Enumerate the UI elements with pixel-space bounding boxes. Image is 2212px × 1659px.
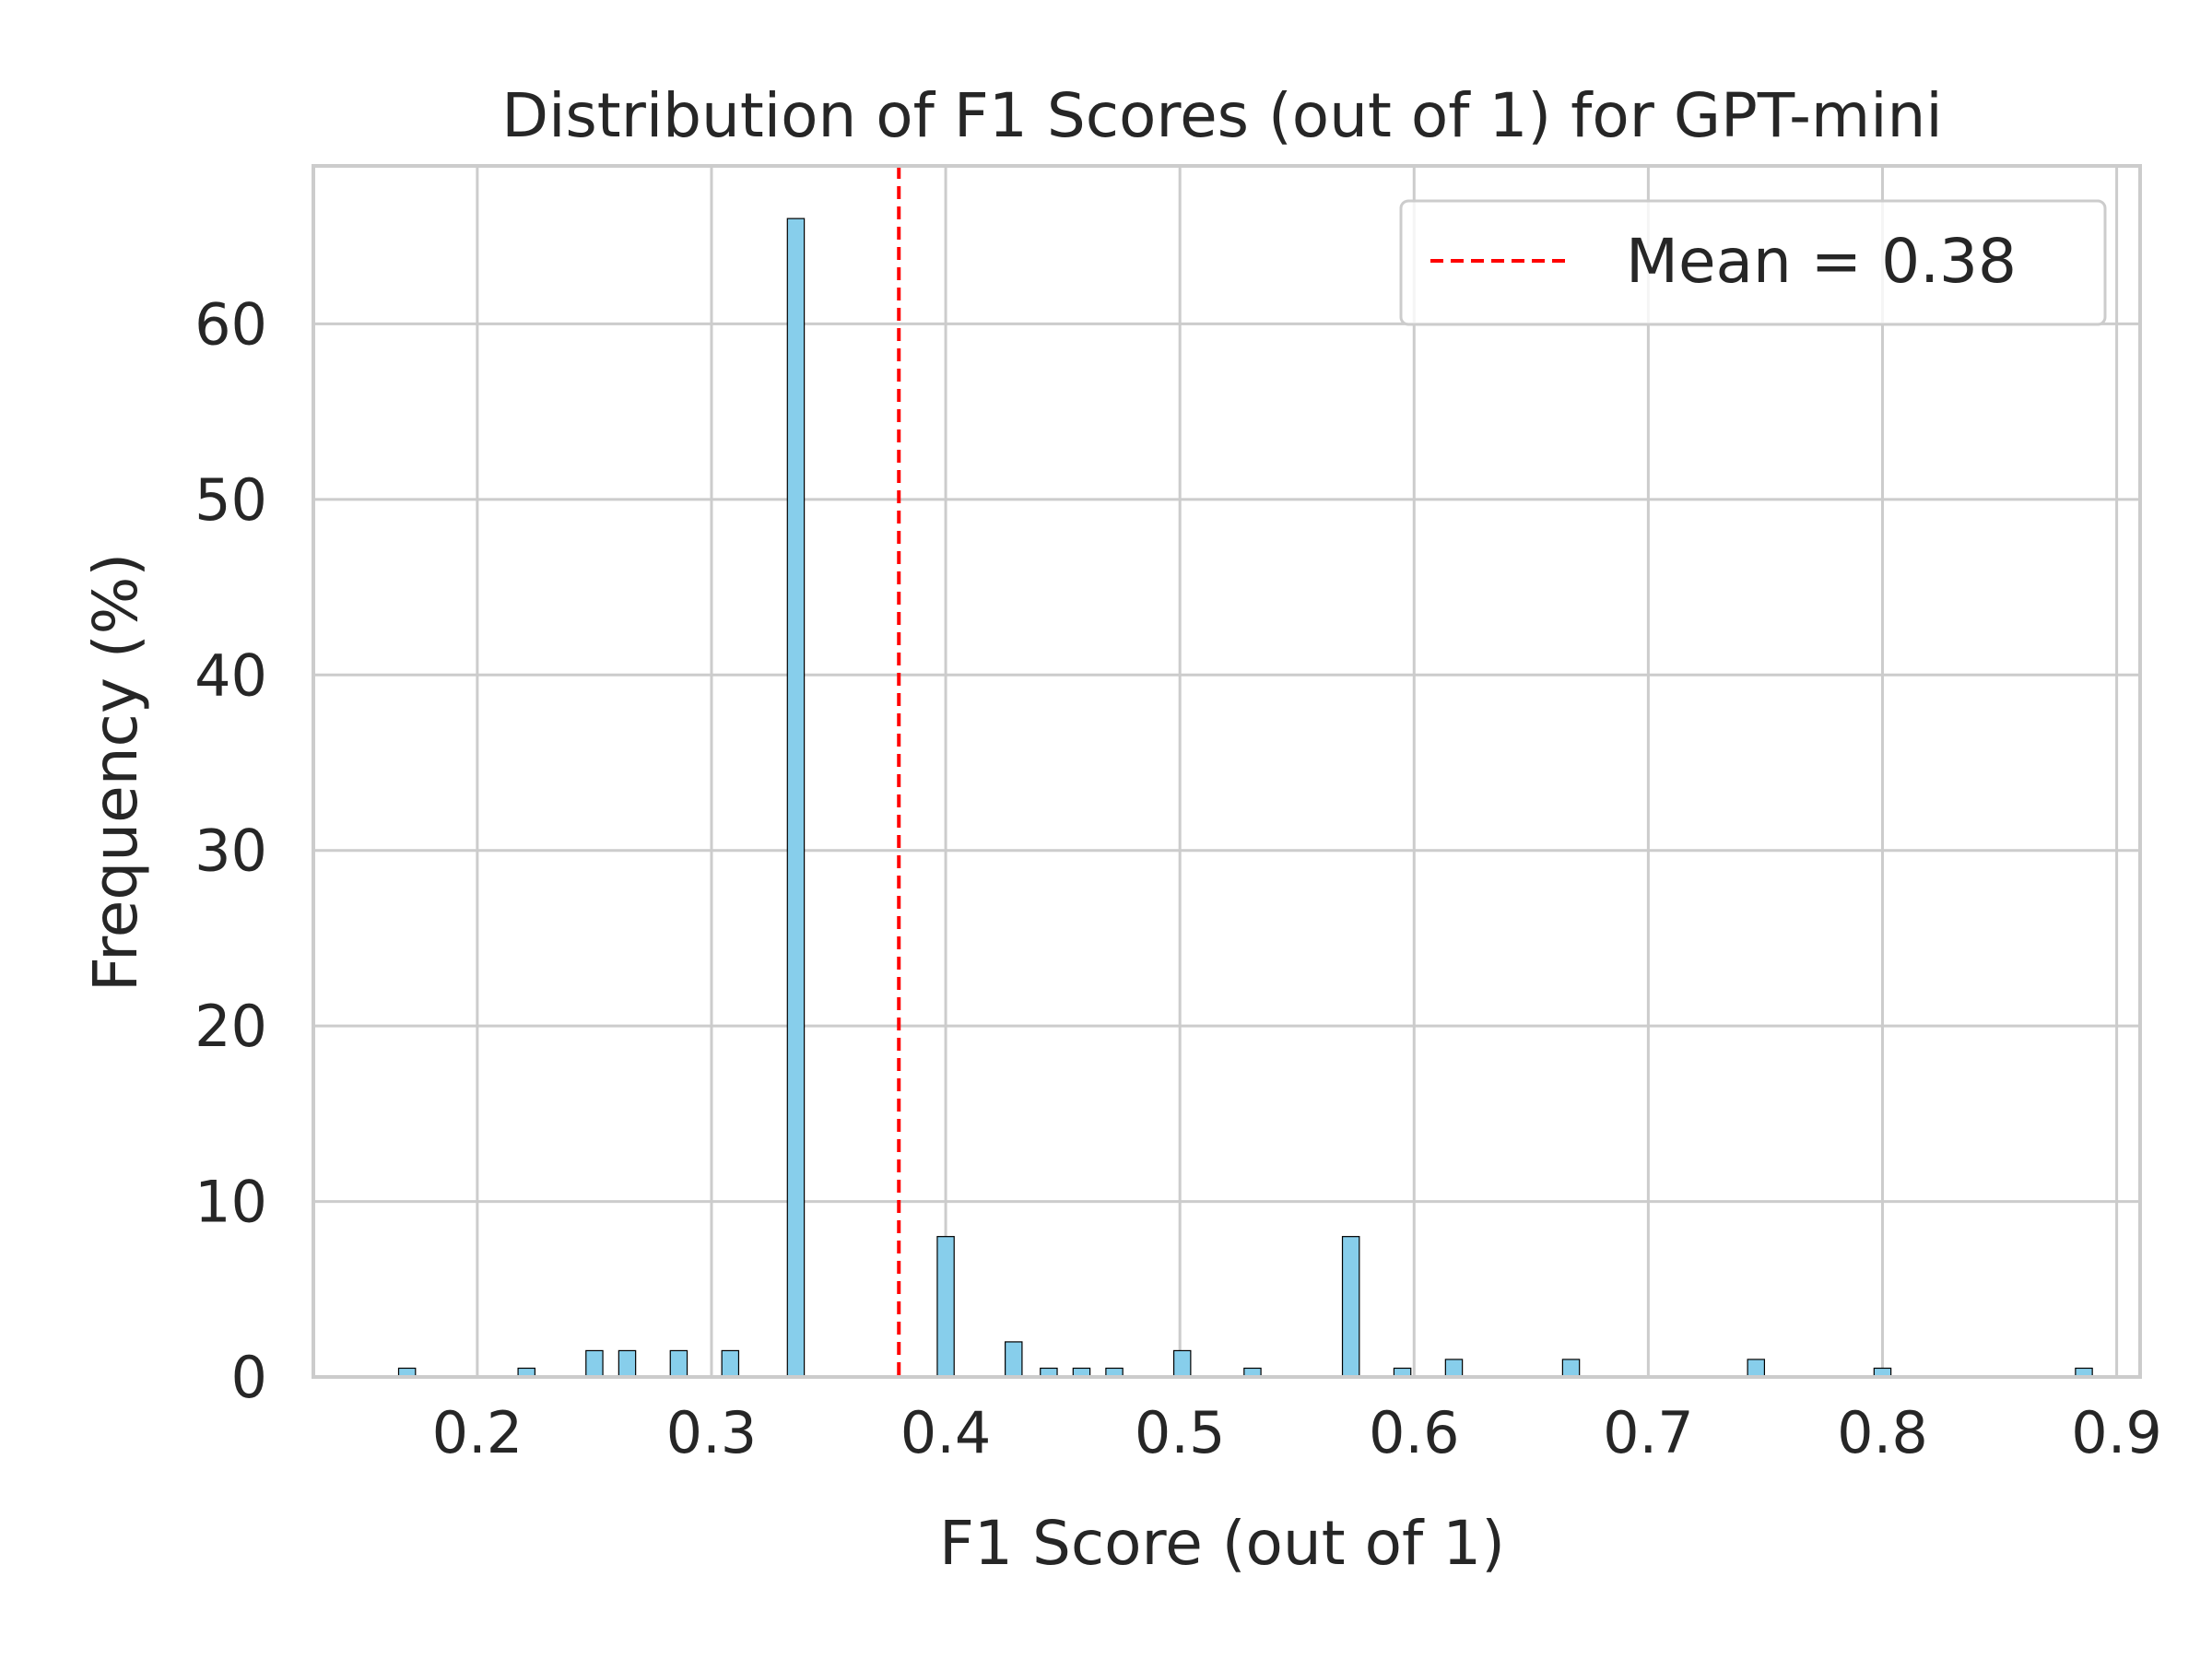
y-tick-label: 20: [194, 993, 267, 1060]
histogram-bar: [1341, 1236, 1360, 1378]
y-tick-label: 30: [194, 818, 267, 885]
legend-box: [1399, 199, 2107, 326]
x-tick-label: 0.4: [900, 1399, 992, 1466]
histogram-bar: [1747, 1359, 1766, 1378]
histogram-bar: [1561, 1359, 1581, 1378]
histogram-bar: [1172, 1349, 1192, 1378]
histogram-bar: [669, 1349, 688, 1378]
x-tick-label: 0.3: [666, 1399, 758, 1466]
x-tick-labels: 0.2 0.3 0.4 0.5 0.6 0.7 0.8 0.9: [432, 1399, 2162, 1466]
y-tick-labels: 0 10 20 30 40 50 60: [194, 290, 267, 1411]
histogram-bar: [585, 1349, 604, 1378]
histogram-bar: [786, 218, 806, 1378]
histogram-bar: [618, 1349, 637, 1378]
legend-mean-label: Mean = 0.38: [1626, 226, 2017, 297]
x-tick-label: 0.8: [1837, 1399, 1928, 1466]
x-tick-label: 0.5: [1135, 1399, 1226, 1466]
y-tick-label: 10: [194, 1169, 267, 1236]
x-tick-label: 0.2: [432, 1399, 524, 1466]
x-tick-label: 0.7: [1603, 1399, 1694, 1466]
y-tick-label: 0: [231, 1344, 267, 1411]
y-tick-label: 40: [194, 641, 267, 709]
histogram-bar: [721, 1349, 740, 1378]
legend: Mean = 0.38: [1399, 199, 2107, 326]
chart-title: Distribution of F1 Scores (out of 1) for…: [501, 80, 1942, 151]
y-axis-label: Frequency (%): [80, 553, 151, 992]
plot-frame: [312, 164, 2142, 1379]
histogram-bar: [936, 1236, 955, 1378]
x-tick-label: 0.9: [2071, 1399, 2162, 1466]
histogram-bar: [1005, 1341, 1023, 1378]
y-tick-label: 50: [194, 466, 267, 534]
x-tick-label: 0.6: [1369, 1399, 1460, 1466]
y-tick-label: 60: [194, 290, 267, 358]
x-axis-label: F1 Score (out of 1): [939, 1508, 1505, 1579]
histogram-bars: [397, 218, 2093, 1378]
histogram-bar: [1444, 1359, 1464, 1378]
